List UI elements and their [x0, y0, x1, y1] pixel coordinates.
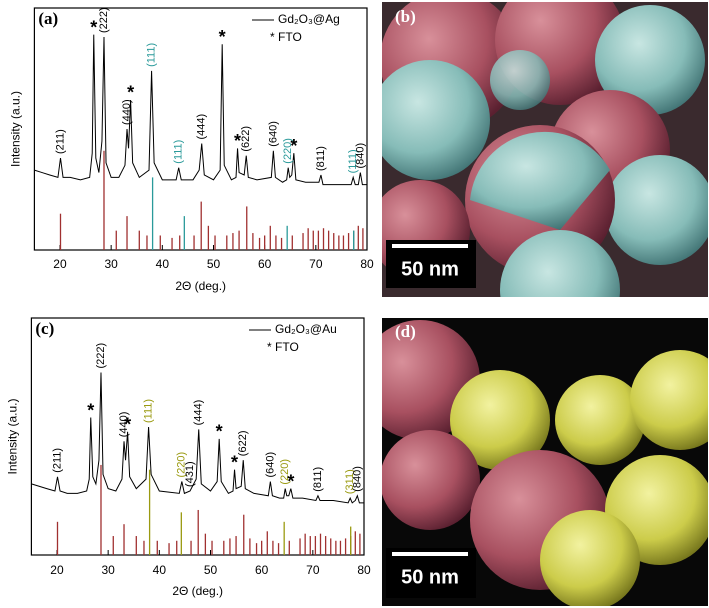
peak-marker: * [124, 415, 131, 435]
peak-label: (640) [267, 121, 279, 147]
legend-note: * FTO [270, 30, 302, 44]
x-tick-label: 80 [360, 257, 374, 271]
x-tick-label: 70 [309, 257, 323, 271]
peak-label: (440) [121, 99, 133, 125]
chart: 20 30 40 50 60 70 80 2Θ (deg.) Intensity (a.u.) (… [6, 317, 371, 598]
x-tick-label: 50 [207, 257, 221, 271]
sem-image [382, 2, 708, 297]
panel-label: (a) [38, 9, 58, 28]
peak-label: (222) [95, 343, 107, 369]
scale-box [386, 548, 476, 598]
scale-label: 50 nm [401, 258, 459, 280]
peak-marker: * [87, 400, 94, 420]
peak-marker: * [231, 452, 238, 472]
x-tick-label: 20 [50, 563, 64, 577]
peak-label: (211) [51, 448, 63, 473]
x-tick-label: 70 [306, 563, 320, 577]
peak-label: (840) [351, 466, 363, 492]
legend-label: Gd₂O₃@Au [275, 322, 337, 336]
x-tick-label: 60 [255, 563, 269, 577]
panel-label: (d) [395, 322, 416, 341]
peak-marker: * [127, 83, 134, 103]
x-tick-label: 20 [53, 257, 67, 271]
x-axis-label: 2Θ (deg.) [172, 584, 223, 598]
panel-label: (c) [35, 319, 54, 338]
peak-label: (111) [173, 140, 185, 164]
peak-label: (111) [142, 399, 154, 423]
y-axis-label: Intensity (a.u.) [9, 91, 23, 167]
y-axis-label: Intensity (a.u.) [6, 398, 20, 474]
peak-label: (220) [176, 452, 188, 478]
x-tick-label: 80 [357, 563, 371, 577]
peak-label: (111) [347, 149, 359, 173]
peak-label: (811) [312, 467, 324, 492]
peak-label: (840) [354, 143, 366, 169]
peak-label: (811) [315, 146, 327, 171]
x-tick-label: 30 [101, 563, 115, 577]
peak-label: (211) [54, 129, 66, 154]
peak-label: (222) [98, 7, 110, 33]
peak-label: (111) [145, 43, 157, 67]
peak-label: (220) [279, 459, 291, 485]
peak-label: (622) [237, 431, 249, 457]
scale-label: 50 nm [401, 566, 459, 588]
peak-marker: * [234, 131, 241, 151]
image-labels: (b) 50 nm (d) 50 nm [386, 7, 476, 598]
peak-label: (220) [282, 138, 294, 164]
peak-label: (622) [240, 126, 252, 152]
legend-note: * FTO [267, 340, 299, 354]
x-tick-label: 30 [104, 257, 118, 271]
peak-label: (311) [344, 469, 356, 494]
pattern-line [34, 34, 367, 186]
peak-label: (444) [193, 400, 205, 426]
sem-image [382, 318, 708, 606]
x-tick-label: 50 [204, 563, 218, 577]
x-tick-label: 60 [258, 257, 272, 271]
chart: 20 30 40 50 60 70 80 2Θ (deg.) Intensity (a.u.) (… [9, 7, 374, 293]
peak-marker: * [219, 27, 226, 47]
x-tick-label: 40 [153, 563, 167, 577]
peak-marker: * [216, 422, 223, 442]
peak-label: (444) [196, 114, 208, 140]
legend-label: Gd₂O₃@Ag [278, 12, 340, 26]
peak-marker: * [287, 471, 294, 491]
x-axis-label: 2Θ (deg.) [175, 279, 226, 293]
pattern-line [31, 372, 364, 504]
x-tick-label: 40 [156, 257, 170, 271]
peak-marker: * [290, 136, 297, 156]
peak-marker: * [90, 17, 97, 37]
peak-label: (440) [118, 412, 130, 438]
peak-label: (640) [264, 452, 276, 478]
peak-label: (431) [184, 461, 196, 487]
panel-label: (b) [395, 7, 416, 26]
